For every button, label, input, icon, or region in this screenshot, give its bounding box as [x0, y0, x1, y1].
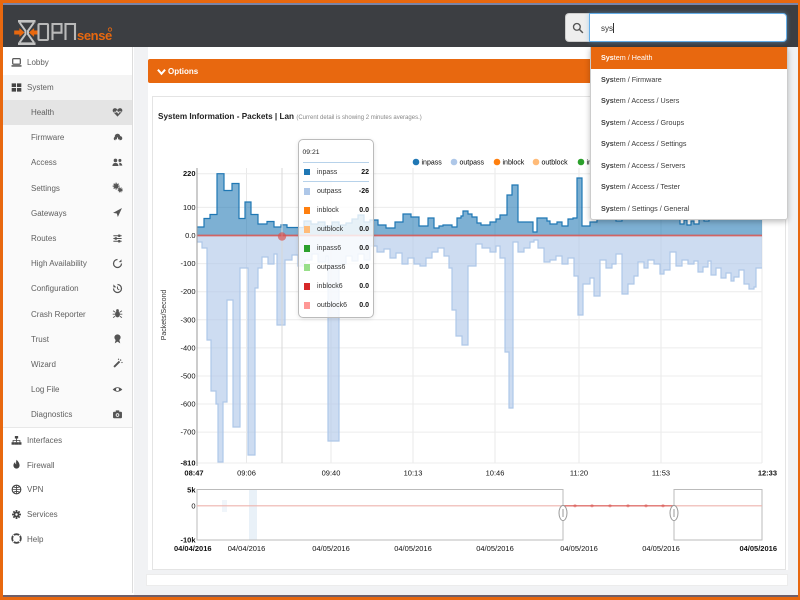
svg-text:sense: sense [77, 28, 112, 43]
